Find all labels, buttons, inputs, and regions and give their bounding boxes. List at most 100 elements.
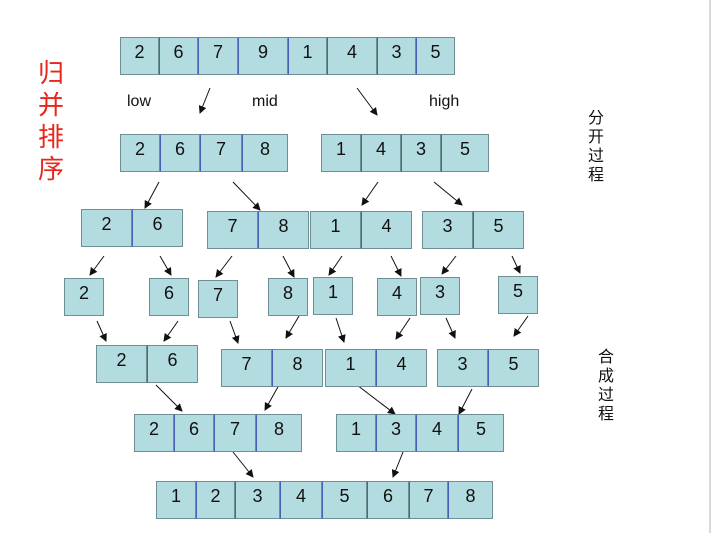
- diagram-title: 归 并 排 序: [36, 58, 66, 186]
- split-level3-single: 5: [498, 276, 538, 314]
- title-char: 归: [37, 59, 64, 89]
- array-cell: 8: [448, 481, 493, 519]
- array-cell: 7: [198, 280, 238, 318]
- array-cell: 2: [120, 134, 160, 172]
- split-level3-single: 8: [268, 278, 308, 316]
- array-cell: 5: [488, 349, 539, 387]
- array-cell: 6: [149, 278, 189, 316]
- flow-arrow: [356, 87, 378, 116]
- title-char: 序: [37, 155, 64, 185]
- array-cell: 3: [420, 277, 460, 315]
- array-cell: 3: [401, 134, 441, 172]
- array-cell: 8: [256, 414, 302, 452]
- flow-arrow: [513, 315, 529, 337]
- array-cell: 1: [310, 211, 361, 249]
- array-cell: 2: [120, 37, 159, 75]
- flow-arrow: [229, 320, 240, 344]
- flow-arrow: [335, 317, 346, 343]
- split-label-char: 程: [587, 165, 604, 184]
- flow-arrow: [159, 255, 172, 276]
- split-level3-single: 6: [149, 278, 189, 316]
- flow-arrow: [361, 181, 379, 206]
- flow-arrow: [232, 451, 254, 478]
- array-cell: 7: [214, 414, 256, 452]
- low-label: low: [127, 93, 152, 110]
- array-cell: 6: [174, 414, 214, 452]
- array-cell: 7: [221, 349, 272, 387]
- array-cell: 2: [134, 414, 174, 452]
- split-level3-single: 1: [313, 277, 353, 315]
- merge-label-char: 成: [597, 366, 614, 385]
- array-cell: 6: [132, 209, 183, 247]
- flow-arrow: [282, 255, 295, 278]
- array-cell: 7: [198, 37, 238, 75]
- array-cell: 1: [325, 349, 376, 387]
- array-cell: 4: [327, 37, 377, 75]
- array-cell: 3: [422, 211, 473, 249]
- array-cell: 5: [458, 414, 504, 452]
- array-cell: 7: [409, 481, 448, 519]
- array-cell: 8: [268, 278, 308, 316]
- title-char: 排: [37, 123, 64, 153]
- merge-label-char: 合: [597, 347, 614, 366]
- array-cell: 4: [377, 278, 417, 316]
- array-cell: 2: [64, 278, 104, 316]
- flow-arrow: [441, 255, 457, 275]
- array-cell: 1: [288, 37, 327, 75]
- title-char: 并: [37, 91, 64, 121]
- flow-arrow: [89, 255, 105, 276]
- flow-arrow: [285, 315, 300, 339]
- array-cell: 3: [235, 481, 280, 519]
- array-cell: 1: [321, 134, 361, 172]
- flow-arrow: [356, 384, 396, 415]
- array-cell: 6: [367, 481, 409, 519]
- array-cell: 5: [441, 134, 489, 172]
- array-cell: 3: [376, 414, 416, 452]
- array-cell: 4: [280, 481, 322, 519]
- flow-arrow: [433, 181, 463, 206]
- array-cell: 5: [322, 481, 367, 519]
- split-label-char: 分: [587, 108, 604, 127]
- array-cell: 8: [272, 349, 323, 387]
- flow-arrow: [215, 255, 233, 278]
- merge-label-char: 程: [597, 404, 614, 423]
- array-cell: 1: [156, 481, 196, 519]
- flow-arrow: [328, 255, 343, 276]
- flow-arrow: [96, 320, 107, 342]
- mid-label: mid: [252, 93, 278, 110]
- array-cell: 2: [196, 481, 235, 519]
- high-label: high: [429, 93, 460, 110]
- array-cell: 4: [376, 349, 427, 387]
- split-level3-single: 7: [198, 280, 238, 318]
- split-level3-single: 4: [377, 278, 417, 316]
- array-cell: 6: [147, 345, 198, 383]
- array-cell: 6: [160, 134, 200, 172]
- array-cell: 6: [159, 37, 198, 75]
- flow-arrow: [144, 181, 160, 209]
- merge-label-char: 过: [597, 385, 614, 404]
- flow-arrow: [264, 384, 280, 411]
- array-cell: 5: [473, 211, 524, 249]
- array-cell: 7: [200, 134, 242, 172]
- array-cell: 8: [242, 134, 288, 172]
- flow-arrow: [198, 87, 211, 114]
- array-cell: 5: [416, 37, 455, 75]
- array-cell: 3: [377, 37, 416, 75]
- flow-arrow: [163, 320, 179, 342]
- flow-arrow: [391, 451, 404, 478]
- array-cell: 9: [238, 37, 288, 75]
- flow-arrow: [390, 255, 402, 277]
- flow-arrow: [395, 317, 411, 340]
- flow-arrow: [232, 181, 261, 211]
